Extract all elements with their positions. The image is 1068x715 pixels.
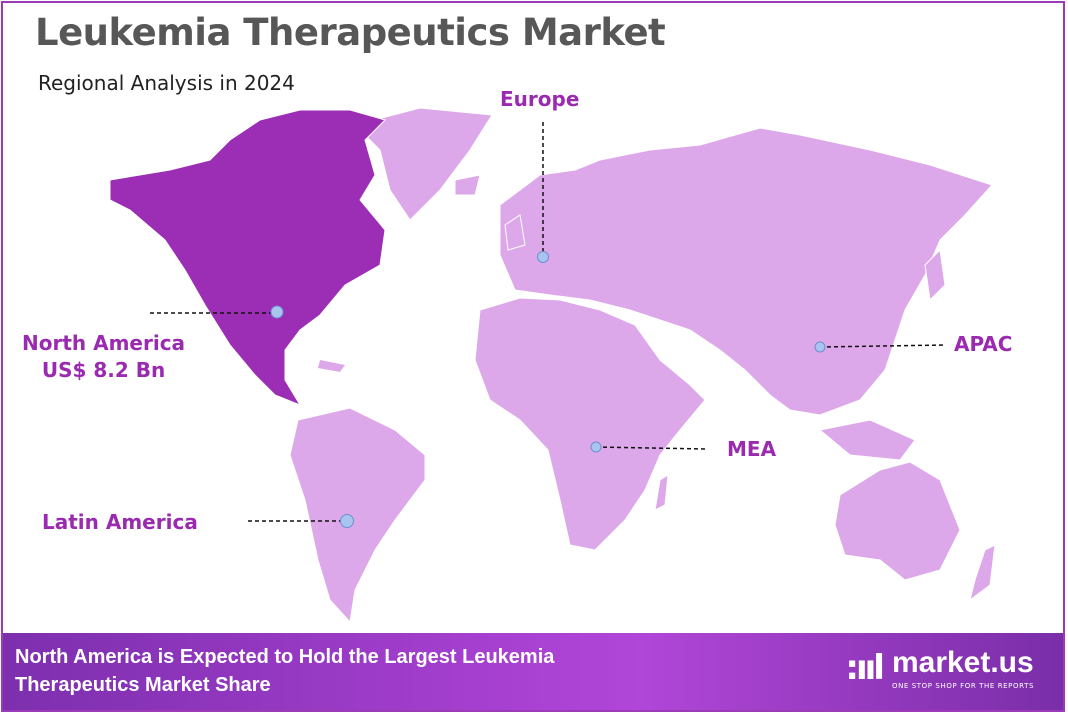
southeast-asia-islands (818, 419, 916, 461)
apac-label: APAC (954, 332, 1013, 356)
greenland (354, 107, 493, 221)
footer-headline: North America is Expected to Hold the La… (15, 643, 715, 699)
north-america-value: US$ 8.2 Bn (41, 358, 166, 382)
latin-america-marker (340, 514, 354, 528)
new-zealand (969, 544, 996, 602)
eurasia (499, 127, 993, 416)
australia (834, 461, 961, 581)
world-map (109, 107, 996, 624)
logo-mark-icon: :ııl (845, 648, 885, 688)
latin-america-label: Latin America (42, 510, 198, 534)
footer-headline-line1: North America is Expected to Hold the La… (15, 646, 555, 668)
brand-tagline: ONE STOP SHOP FOR THE REPORTS (891, 682, 1034, 690)
apac-marker (814, 341, 826, 353)
caribbean (318, 360, 345, 372)
page-subtitle: Regional Analysis in 2024 (38, 71, 295, 95)
south-america (289, 407, 426, 624)
uk (504, 214, 526, 251)
europe-marker (537, 251, 549, 263)
north-america-label: North America US$ 8.2 Bn (22, 330, 185, 384)
market-us-logo: :ııl market.us ONE STOP SHOP FOR THE REP… (845, 645, 1034, 691)
footer-banner: North America is Expected to Hold the La… (3, 633, 1064, 711)
mea-label: MEA (727, 437, 777, 461)
north-america-name: North America (22, 331, 186, 355)
madagascar (654, 474, 669, 511)
japan (924, 248, 946, 302)
mea-marker (590, 441, 602, 453)
iceland (454, 174, 481, 196)
europe-label: Europe (500, 87, 580, 111)
footer-headline-line2: Therapeutics Market Share (15, 674, 271, 696)
north-america-highlight (109, 109, 386, 407)
africa (474, 297, 706, 551)
north-america-marker (270, 305, 284, 319)
page-title: Leukemia Therapeutics Market (35, 11, 666, 54)
brand-name: market.us (891, 646, 1034, 679)
